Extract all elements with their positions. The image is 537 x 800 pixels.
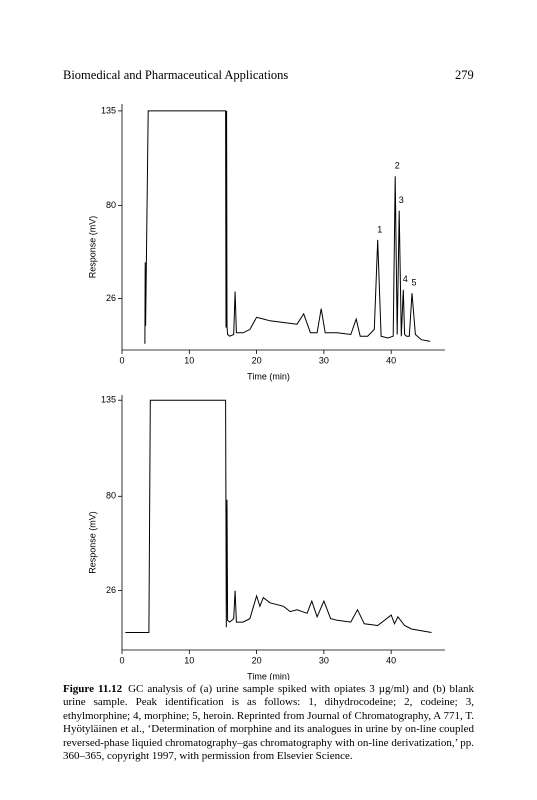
- caption-label: Figure 11.12: [63, 683, 123, 695]
- y-tick-label: 26: [106, 585, 116, 595]
- running-head: Biomedical and Pharmaceutical Applicatio…: [63, 68, 289, 82]
- x-tick-label: 0: [119, 355, 124, 365]
- peak-label: 2: [395, 161, 400, 171]
- x-tick-label: 0: [119, 655, 124, 665]
- chromatogram-line: [125, 399, 432, 633]
- y-tick-label: 80: [106, 200, 116, 210]
- page-number: 279: [455, 68, 474, 82]
- y-tick-label: 135: [101, 105, 116, 115]
- x-tick-label: 10: [184, 355, 194, 365]
- x-axis-title: Time (min): [247, 371, 290, 381]
- chromatogram-line: [144, 110, 431, 344]
- y-axis-title: Response (mV): [87, 511, 97, 574]
- y-tick-label: 26: [106, 293, 116, 303]
- x-axis-title: Time (min): [247, 671, 290, 680]
- x-tick-label: 20: [252, 355, 262, 365]
- y-tick-label: 80: [106, 491, 116, 501]
- peak-label: 5: [412, 278, 417, 288]
- caption-text: GC analysis of (a) urine sample spiked w…: [63, 683, 474, 763]
- y-tick-label: 135: [101, 395, 116, 405]
- y-axis-title: Response (mV): [87, 216, 97, 279]
- x-tick-label: 40: [386, 355, 396, 365]
- x-tick-label: 10: [184, 655, 194, 665]
- peak-label: 4: [403, 274, 408, 284]
- x-tick-label: 30: [319, 655, 329, 665]
- peak-label: 3: [399, 195, 404, 205]
- x-tick-label: 20: [252, 655, 262, 665]
- x-tick-label: 30: [319, 355, 329, 365]
- peak-label: 1: [377, 224, 382, 234]
- x-tick-label: 40: [386, 655, 396, 665]
- caption: Figure 11.12 GC analysis of (a) urine sam…: [63, 683, 474, 763]
